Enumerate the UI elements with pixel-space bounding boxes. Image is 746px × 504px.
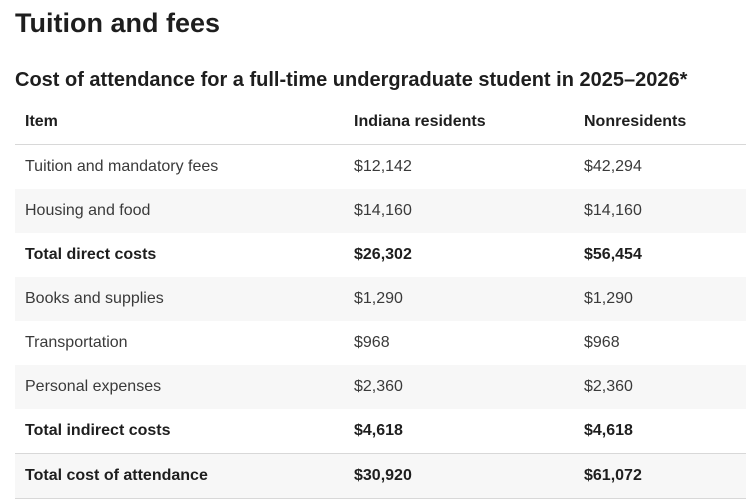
nonresident-cost-cell: $56,454 (574, 233, 746, 277)
item-cell: Total direct costs (15, 233, 344, 277)
item-cell: Books and supplies (15, 277, 344, 321)
resident-cost-cell: $1,290 (344, 277, 574, 321)
column-header-indiana-residents: Indiana residents (344, 100, 574, 145)
column-header-item: Item (15, 100, 344, 145)
nonresident-cost-cell: $2,360 (574, 365, 746, 409)
table-row: Books and supplies $1,290 $1,290 (15, 277, 746, 321)
table-row: Tuition and mandatory fees $12,142 $42,2… (15, 144, 746, 189)
table-row-total-direct: Total direct costs $26,302 $56,454 (15, 233, 746, 277)
column-header-nonresidents: Nonresidents (574, 100, 746, 145)
resident-cost-cell: $26,302 (344, 233, 574, 277)
resident-cost-cell: $968 (344, 321, 574, 365)
table-row: Transportation $968 $968 (15, 321, 746, 365)
item-cell: Tuition and mandatory fees (15, 144, 344, 189)
item-cell: Transportation (15, 321, 344, 365)
resident-cost-cell: $12,142 (344, 144, 574, 189)
resident-cost-cell: $14,160 (344, 189, 574, 233)
table-row-total-cost-of-attendance: Total cost of attendance $30,920 $61,072 (15, 453, 746, 499)
nonresident-cost-cell: $968 (574, 321, 746, 365)
nonresident-cost-cell: $4,618 (574, 409, 746, 454)
resident-cost-cell: $4,618 (344, 409, 574, 454)
nonresident-cost-cell: $61,072 (574, 453, 746, 499)
table-row-total-indirect: Total indirect costs $4,618 $4,618 (15, 409, 746, 454)
cost-of-attendance-table: Item Indiana residents Nonresidents Tuit… (15, 100, 746, 499)
table-row: Personal expenses $2,360 $2,360 (15, 365, 746, 409)
item-cell: Personal expenses (15, 365, 344, 409)
table-caption: Cost of attendance for a full-time under… (15, 69, 688, 91)
page-title: Tuition and fees (15, 8, 221, 38)
nonresident-cost-cell: $1,290 (574, 277, 746, 321)
resident-cost-cell: $30,920 (344, 453, 574, 499)
nonresident-cost-cell: $42,294 (574, 144, 746, 189)
item-cell: Total indirect costs (15, 409, 344, 454)
table-row: Housing and food $14,160 $14,160 (15, 189, 746, 233)
resident-cost-cell: $2,360 (344, 365, 574, 409)
nonresident-cost-cell: $14,160 (574, 189, 746, 233)
item-cell: Housing and food (15, 189, 344, 233)
item-cell: Total cost of attendance (15, 453, 344, 499)
table-header-row: Item Indiana residents Nonresidents (15, 100, 746, 145)
